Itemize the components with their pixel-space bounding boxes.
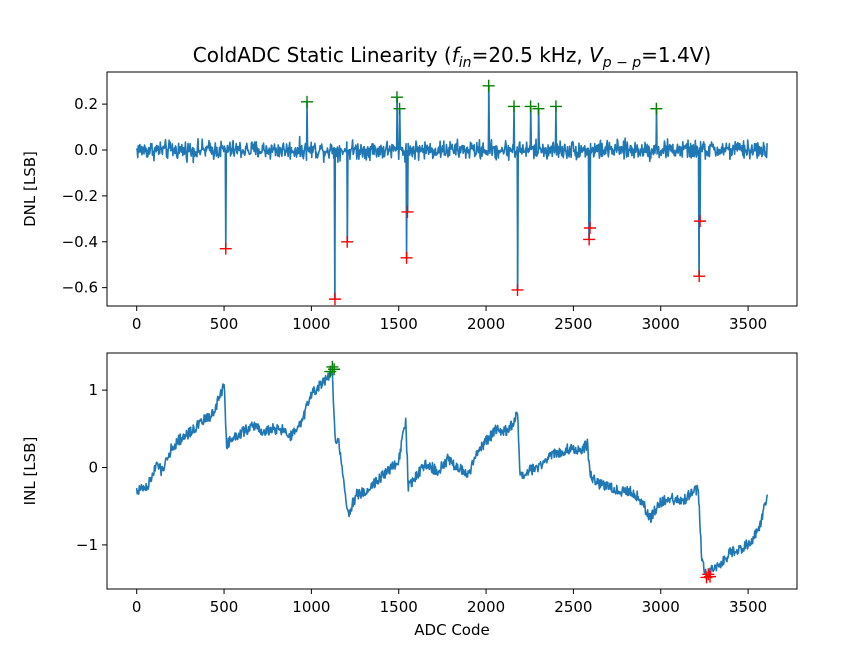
dnl-x-tick-label: 2500 — [554, 315, 592, 333]
dnl-min-marker — [401, 205, 414, 218]
inl-max-marker — [326, 360, 339, 373]
inl-min-marker — [702, 568, 715, 581]
inl-y-tick-label: 1 — [88, 381, 98, 399]
inl-y-ticks: −1 0 1 — [76, 381, 107, 554]
dnl-x-tick-label: 1000 — [292, 315, 330, 333]
inl-x-tick-label: 3500 — [729, 598, 767, 616]
inl-y-tick-label: −1 — [76, 536, 98, 554]
dnl-min-marker — [341, 235, 354, 248]
dnl-y-tick-label: 0.0 — [74, 141, 98, 159]
dnl-plot-area — [135, 84, 768, 300]
inl-plot-area — [135, 370, 769, 580]
dnl-y-tick-label: 0.2 — [74, 95, 98, 113]
inl-min-marker — [704, 570, 717, 583]
dnl-max-marker — [482, 79, 495, 92]
dnl-x-tick-label: 3000 — [642, 315, 680, 333]
dnl-y-tick-label: −0.2 — [62, 187, 98, 205]
dnl-min-marker — [694, 215, 707, 228]
dnl-max-marker — [393, 102, 406, 115]
inl-axes-frame — [106, 352, 798, 590]
dnl-min-marker — [693, 270, 706, 283]
dnl-x-tick-label: 2000 — [467, 315, 505, 333]
dnl-y-ticks: −0.6 −0.4 −0.2 0.0 0.2 — [62, 95, 107, 297]
dnl-x-tick-label: 3500 — [729, 315, 767, 333]
dnl-axes-frame — [106, 71, 798, 307]
dnl-x-tick-label: 1500 — [380, 315, 418, 333]
dnl-y-tick-label: −0.4 — [62, 233, 98, 251]
chart-title: ColdADC Static Linearity (fin=20.5 kHz, … — [193, 43, 711, 71]
inl-plot: 0 500 1000 1500 2000 2500 3000 3500 −1 0 1 INL [L… — [21, 352, 798, 639]
dnl-x-tick-label: 0 — [132, 315, 142, 333]
dnl-min-marker — [400, 251, 413, 264]
inl-markers — [324, 360, 717, 584]
dnl-max-marker — [650, 102, 663, 115]
inl-x-tick-label: 1000 — [292, 598, 330, 616]
inl-x-tick-label: 500 — [210, 598, 239, 616]
inl-x-tick-label: 0 — [132, 598, 142, 616]
dnl-x-tick-label: 500 — [210, 315, 239, 333]
dnl-max-marker — [508, 100, 521, 113]
dnl-y-tick-label: −0.6 — [62, 279, 98, 297]
inl-series-line — [135, 370, 769, 580]
dnl-max-marker — [524, 100, 537, 113]
inl-x-ticks: 0 500 1000 1500 2000 2500 3000 3500 — [132, 589, 767, 616]
dnl-min-marker — [219, 242, 232, 255]
dnl-markers — [219, 79, 707, 306]
dnl-max-marker — [549, 100, 562, 113]
dnl-y-axis-label: DNL [LSB] — [21, 151, 39, 227]
inl-y-axis-label: INL [LSB] — [21, 437, 39, 506]
dnl-plot: 0 500 1000 1500 2000 2500 3000 3500 −0.6−0.4−0.… — [21, 71, 798, 333]
dnl-max-marker — [390, 91, 403, 104]
inl-x-tick-label: 2500 — [554, 598, 592, 616]
dnl-max-marker — [532, 102, 545, 115]
dnl-x-ticks: 0 500 1000 1500 2000 2500 3000 3500 — [132, 306, 767, 333]
inl-max-marker — [328, 363, 341, 376]
dnl-min-marker — [583, 233, 596, 246]
inl-x-tick-label: 2000 — [467, 598, 505, 616]
dnl-series-line — [135, 84, 768, 300]
inl-y-tick-label: 0 — [88, 459, 98, 477]
dnl-min-marker — [584, 222, 596, 234]
dnl-min-marker — [328, 293, 341, 306]
dnl-min-marker — [511, 283, 524, 296]
inl-x-tick-label: 3000 — [642, 598, 680, 616]
dnl-max-marker — [301, 95, 314, 108]
inl-x-tick-label: 1500 — [380, 598, 418, 616]
inl-x-axis-label: ADC Code — [414, 621, 489, 639]
